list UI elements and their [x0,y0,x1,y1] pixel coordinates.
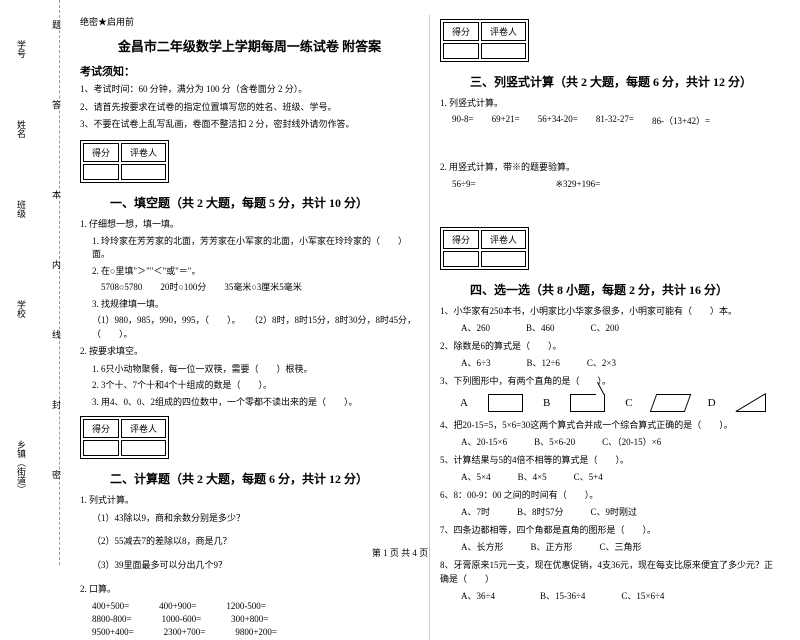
shape-parallelogram-icon [649,394,691,412]
section4-title: 四、选一选（共 8 小题，每题 2 分，共计 16 分） [470,281,780,298]
calc-cell: 86-（13+42）= [652,114,710,127]
s1-q1-i1: 1. 玲玲家在芳芳家的北面，芳芳家在小军家的北面，小军家在玲玲家的（ ）面。 [92,235,419,262]
section1-title: 一、填空题（共 2 大题，每题 5 分，共计 10 分） [110,194,419,211]
s4-i5-o: A、5×4 B、4×5 C、5+4 [452,471,780,485]
s4-i6: 6、8：00-9：00 之间的时间有（ ）。 [440,488,780,502]
shape-options: A B C D [460,394,780,412]
score-col2d: 评卷人 [481,230,526,249]
notice-2: 2、请首先按要求在试卷的指定位置填写您的姓名、班级、学号。 [80,101,419,115]
s4-i5: 5、计算结果与5的4倍不相等的算式是（ ）。 [440,453,780,467]
binding-label-studentid: 学号 [15,40,28,58]
s1-q1: 1. 仔细想一想，填一填。 [80,217,419,231]
s1-q1-i5: （1）980，985，990，995，（ ）。 （2）8时，8时15分，8时30… [92,314,419,341]
score-col1b: 得分 [83,419,119,438]
s1-q1-i4: 3. 找规律填一填。 [92,298,419,312]
shape-label-b: B [543,397,550,409]
score-col2b: 评卷人 [121,419,166,438]
score-col1: 得分 [83,143,119,162]
shape-label-d: D [708,397,716,409]
s4-i6-o: A、7时 B、8时57分 C、9时刚过 [452,506,780,520]
calc-cell: 400+500= [92,601,129,611]
s2-q2: 2. 口算。 [80,582,419,596]
calc-cell: 1000-600= [162,614,202,624]
s1-q2-i1: 1. 6只小动物聚餐，每一位一双筷，需要（ ）根筷。 [92,363,419,377]
calc-cell: 1200-500= [226,601,266,611]
s4-i4-o: A、20-15×6 B、5×6-20 C、（20-15）×6 [452,436,780,450]
s1-q2-i3: 3. 用4、0、0、2组成的四位数中，一个零都不读出来的是（ ）。 [92,396,419,410]
s1-q1-i2: 2. 在○里填"＞""＜"或"＝"。 [92,265,419,279]
marker-xian: 线 [50,330,63,339]
s2-q1-i3: （3）39里面最多可以分出几个9？ [92,559,419,573]
s3-q1: 1. 列竖式计算。 [440,96,780,110]
score-col1c: 得分 [443,22,479,41]
s4-i1-o: A、260 B、460 C、200 [452,322,780,336]
secret-label: 绝密★启用前 [80,15,419,28]
s2-q1-i1: （1）43除以9，商和余数分别是多少？ [92,512,419,526]
calc-cell: 69+21= [492,114,520,127]
s4-i7: 7、四条边都相等，四个角都是直角的图形是（ ）。 [440,523,780,537]
s4-i1: 1、小华家有250本书，小明家比小华家多很多，小明家可能有（ ）本。 [440,304,780,318]
page-footer: 第 1 页 共 4 页 [0,546,800,559]
calc-cell: ※329+196= [556,179,601,190]
s2-q1: 1. 列式计算。 [80,493,419,507]
score-col2: 评卷人 [121,143,166,162]
exam-title: 金昌市二年级数学上学期每周一练试卷 附答案 [80,36,419,55]
score-box-4: 得分 评卷人 [440,227,529,270]
calc-cell: 81-32-27= [596,114,634,127]
calc-cell: 56+34-20= [538,114,578,127]
s3-q1-row: 90-8= 69+21= 56+34-20= 81-32-27= 86-（13+… [452,114,780,127]
calc-cell: 2300+700= [164,627,206,637]
calc-cell: 9500+400= [92,627,134,637]
score-col2c: 评卷人 [481,22,526,41]
s4-i8: 8、牙膏原来15元一支，现在优惠促销，4支36元，现在每支比原来便宜了多少元？正… [440,558,780,587]
s3-q2: 2. 用竖式计算，带※的题要验算。 [440,160,780,174]
marker-ben: 本 [50,190,63,199]
calc-cell: 400+900= [159,601,196,611]
calc-cell: 300+800= [231,614,268,624]
shape-label-a: A [460,397,468,409]
marker-nei: 内 [50,260,63,269]
calc-cell: 56÷9= [452,179,476,190]
s4-i3: 3、下列图形中，有两个直角的是（ ）。 [440,374,780,388]
shape-label-c: C [625,397,632,409]
marker-mi: 密 [50,470,63,479]
s4-i8-o: A、36÷4 B、15-36÷4 C、15×6÷4 [452,590,780,604]
score-box-1: 得分 评卷人 [80,140,169,183]
marker-da: 答 [50,100,63,109]
s4-i2: 2、除数是6的算式是（ ）。 [440,339,780,353]
notice-heading: 考试须知： [80,63,419,79]
binding-margin: 学号 姓名 班级 学校 乡镇（街道） 题 答 本 内 线 封 密 [0,0,60,565]
s1-q1-i3: 5708○5780 20时○100分 35毫米○3厘米5毫米 [92,281,419,295]
section3-title: 三、列竖式计算（共 2 大题，每题 6 分，共计 12 分） [470,73,780,90]
score-col1d: 得分 [443,230,479,249]
marker-ti: 题 [50,20,63,29]
s4-i2-o: A、6÷3 B、12÷6 C、2×3 [452,357,780,371]
s3-q2-row: 56÷9= ※329+196= [452,179,780,190]
s1-q2-i2: 2. 3个十、7个十和4个十组成的数是（ ）。 [92,379,419,393]
s1-q2: 2. 按要求填空。 [80,344,419,358]
binding-label-name: 姓名 [15,120,28,138]
calc-cell: 9800+200= [235,627,277,637]
score-box-2: 得分 评卷人 [80,416,169,459]
s4-i4: 4、把20-15=5，5×6=30这两个算式合并成一个综合算式正确的是（ ）。 [440,418,780,432]
s2-q2-r3: 9500+400= 2300+700= 9800+200= [92,627,419,637]
s2-q2-r1: 400+500= 400+900= 1200-500= [92,601,419,611]
calc-cell: 90-8= [452,114,474,127]
s2-q2-r2: 8800-800= 1000-600= 300+800= [92,614,419,624]
shape-rectangle-icon [488,394,523,412]
shape-triangle-icon [736,394,766,412]
calc-cell: 8800-800= [92,614,132,624]
section2-title: 二、计算题（共 2 大题，每题 6 分，共计 12 分） [110,470,419,487]
notice-3: 3、不要在试卷上乱写乱画，卷面不整洁扣 2 分，密封线外请勿作答。 [80,118,419,132]
binding-label-class: 班级 [15,200,28,218]
notice-1: 1、考试时间：60 分钟，满分为 100 分（含卷面分 2 分）。 [80,83,419,97]
score-box-3: 得分 评卷人 [440,19,529,62]
shape-trapezoid-icon [570,394,605,412]
binding-label-school: 学校 [15,300,28,318]
marker-feng: 封 [50,400,63,409]
binding-label-town: 乡镇（街道） [15,440,28,494]
